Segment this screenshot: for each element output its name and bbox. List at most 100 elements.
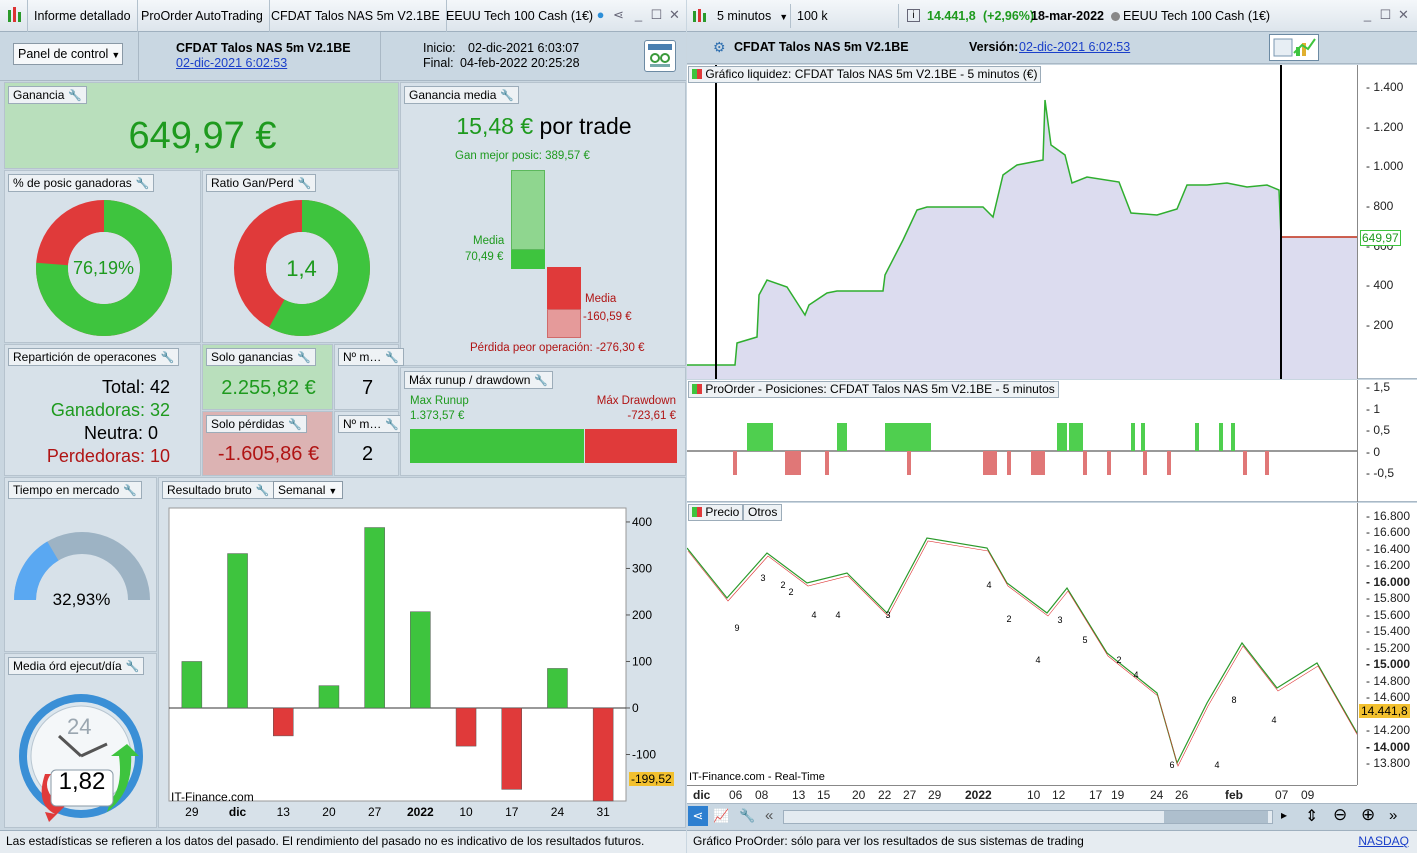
minimize-icon[interactable]: _ [634, 7, 643, 22]
long-position-bar [1131, 423, 1135, 451]
report-chart-icon[interactable] [1269, 34, 1319, 61]
share-icon[interactable]: ⋖ [688, 806, 708, 826]
wrench-icon[interactable]: 🔧 [385, 419, 400, 431]
version-link[interactable]: 02-dic-2021 6:02:53 [1019, 40, 1131, 54]
period-label: Semanal [278, 483, 326, 497]
y-tick-label: -100 [632, 747, 656, 761]
close-icon[interactable]: ✕ [1398, 7, 1409, 22]
bar [501, 707, 522, 790]
equity-yaxis: - 1.400- 1.200- 1.000- 800- 600- 400- 20… [1357, 65, 1417, 379]
wrench-icon[interactable]: 🔧 [297, 352, 311, 364]
wrench-icon[interactable]: 🔧 [135, 178, 150, 190]
panel-control-dropdown[interactable]: Panel de control ▼ [13, 43, 123, 65]
maximize-icon[interactable]: ☐ [650, 7, 663, 22]
avg-loss-bar [547, 267, 581, 309]
ratio-title: Ratio Gan/Perd 🔧 [206, 174, 317, 192]
y-tick-label: - 1.000 [1366, 159, 1404, 174]
best-trade-label: Gan mejor posic: 389,57 € [455, 150, 590, 162]
trade-marker: 4 [1133, 670, 1138, 680]
drawdown-value: -723,61 € [627, 410, 676, 422]
scroll-track[interactable] [783, 810, 1273, 824]
tab-system[interactable]: CFDAT Talos NAS 5m V2.1BE [265, 0, 447, 32]
tab-precio[interactable]: Precio [688, 504, 744, 521]
wrench-icon[interactable]: 🔧 [534, 375, 549, 387]
zoom-out-icon[interactable]: ⊖ [1333, 805, 1348, 824]
tab-instrument[interactable]: EEUU Tech 100 Cash (1€) [446, 9, 594, 23]
y-tick-label: 200 [632, 608, 652, 622]
bar [455, 707, 477, 747]
avg-gain-bar [511, 250, 545, 269]
close-icon[interactable]: ✕ [669, 7, 680, 22]
bar [181, 661, 203, 709]
gear-icon: ⚙ [713, 39, 726, 55]
wrench-chart-icon[interactable]: 🔧 [739, 808, 756, 823]
trade-marker: 2 [1006, 614, 1011, 624]
chat-icon[interactable]: ● [596, 7, 605, 22]
wrench-icon[interactable]: 🔧 [125, 661, 140, 673]
report-header: Panel de control ▼ CFDAT Talos NAS 5m V2.… [0, 32, 686, 81]
scroll-right-icon[interactable]: ▸ [1281, 808, 1288, 822]
maximize-icon[interactable]: ☐ [1379, 7, 1392, 22]
tab-informe-detallado[interactable]: Informe detallado [28, 0, 138, 32]
info-icon[interactable]: i [907, 9, 920, 22]
final-label: Final: [423, 56, 454, 70]
tab-proorder-autotrading[interactable]: ProOrder AutoTrading [135, 0, 270, 32]
price-date: 18-mar-2022 [1031, 9, 1104, 23]
runup-title: Máx runup / drawdown 🔧 [404, 371, 554, 389]
short-position-bar [733, 451, 737, 475]
tiempo-title: Tiempo en mercado 🔧 [8, 481, 142, 499]
x-tick-label: 20 [852, 788, 866, 802]
y-tick-label: - 14.800 [1366, 673, 1411, 688]
chart-type-icon[interactable]: 📈 [713, 808, 730, 823]
short-position-bar [785, 451, 801, 475]
y-tick-label: - 14.200 [1366, 723, 1411, 738]
resultado-last-value: -199,52 [629, 772, 674, 786]
wrench-icon[interactable]: 🔧 [68, 90, 83, 102]
share-icon[interactable]: ⋖ [613, 7, 624, 22]
x-tick-label: 13 [277, 805, 291, 819]
x-tick-label: 12 [1052, 788, 1066, 802]
status-right: Gráfico ProOrder: sólo para ver los resu… [687, 830, 1417, 853]
wrench-icon[interactable]: 🔧 [123, 485, 137, 497]
scroll-end-icon[interactable]: » [1389, 807, 1398, 824]
fit-vertical-icon[interactable]: ⇕ [1305, 808, 1319, 825]
trade-marker: 4 [811, 610, 816, 620]
wrench-icon[interactable]: 🔧 [385, 352, 400, 364]
y-tick-label: 100 [632, 654, 652, 668]
wrench-icon[interactable]: 🔧 [255, 485, 270, 497]
wrench-icon[interactable]: 🔧 [297, 178, 312, 190]
system-date-link[interactable]: 02-dic-2021 6:02:53 [176, 56, 288, 70]
wrench-icon[interactable]: 🔧 [288, 419, 303, 431]
chevron-down-icon: ▼ [111, 50, 121, 60]
long-position-bar [1057, 423, 1067, 451]
x-tick-label: 20 [322, 805, 336, 819]
trade-marker: 5 [1082, 635, 1087, 645]
tiempo-panel: Tiempo en mercado 🔧 32,93% [4, 477, 157, 652]
zoom-in-icon[interactable]: ⊕ [1361, 805, 1376, 824]
minimize-icon[interactable]: _ [1363, 7, 1372, 22]
scroll-thumb[interactable] [1164, 811, 1268, 823]
units-dropdown[interactable]: 100 k unidades▼ [795, 4, 899, 47]
ganancia-media-title: Ganancia media 🔧 [404, 86, 520, 104]
tab-otros[interactable]: Otros [743, 504, 783, 521]
positions-title: ProOrder - Posiciones: CFDAT Talos NAS 5… [688, 381, 1059, 398]
wrench-icon[interactable]: 🔧 [500, 90, 515, 102]
solo-perdidas-panel: Solo pérdidas 🔧 -1.605,86 € [202, 411, 333, 476]
media-ord-value: 1,82 [58, 768, 106, 795]
y-tick-label: - -0,5 [1366, 466, 1395, 480]
clock-icon [19, 694, 143, 822]
timeframe-dropdown[interactable]: 5 minutos ▼ [713, 4, 791, 28]
short-position-bar [1143, 451, 1147, 475]
nasdaq-link[interactable]: NASDAQ [1358, 834, 1409, 848]
report-settings-icon[interactable] [644, 40, 676, 72]
y-tick-label: - 15.000 [1366, 657, 1411, 672]
solo-ganancias-value: 2.255,82 € [221, 377, 316, 399]
n-perdidas-value: 2 [361, 443, 374, 465]
period-dropdown[interactable]: Semanal ▼ [273, 481, 343, 499]
drawdown-label: Máx Drawdown [596, 395, 676, 407]
scroll-left-icon[interactable]: « [765, 807, 774, 824]
wrench-icon[interactable]: 🔧 [160, 352, 175, 364]
solo-ganancias-panel: Solo ganancias 🔧 2.255,82 € [202, 344, 333, 410]
x-tick-label: 29 [185, 805, 199, 819]
solo-perdidas-value: -1.605,86 € [217, 443, 320, 465]
